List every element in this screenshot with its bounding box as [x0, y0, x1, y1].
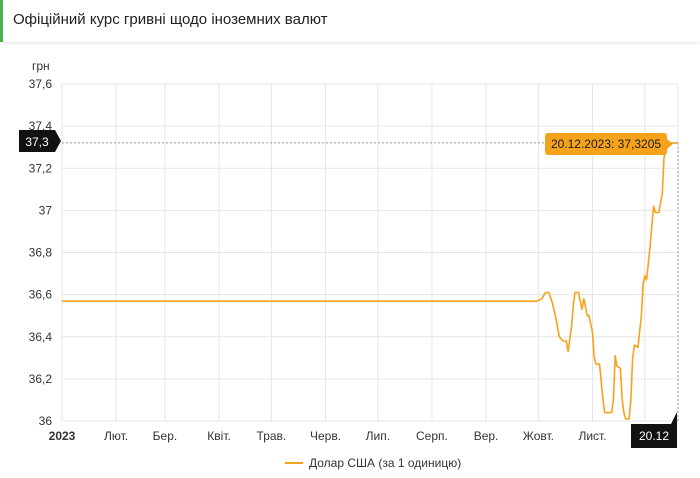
legend-label: Долар США (за 1 одиницю)	[309, 456, 462, 470]
tooltip-box	[545, 133, 667, 155]
y-axis-label: грн	[32, 59, 50, 73]
y-tick-label: 36,6	[29, 288, 53, 302]
x-tick-label: Лют.	[104, 429, 128, 443]
x-tick-label: Лист.	[578, 429, 606, 443]
y-tick-label: 36,2	[29, 372, 53, 386]
panel-header: Офіційний курс гривні щодо іноземних вал…	[0, 0, 700, 42]
x-tick-label: Квіт.	[207, 429, 231, 443]
x-tick-label: Вер.	[474, 429, 499, 443]
crosshair-x-label: 20.12	[639, 429, 669, 443]
y-tick-label: 37,6	[29, 77, 53, 91]
x-tick-label: Лип.	[366, 429, 390, 443]
y-tick-label: 37	[39, 203, 53, 217]
y-tick-label: 36,8	[29, 246, 53, 260]
chart-legend[interactable]: Долар США (за 1 одиницю)	[285, 456, 461, 470]
x-tick-label: Черв.	[310, 429, 341, 443]
legend-line-swatch	[285, 462, 303, 464]
crosshair-y-label: 37,3	[25, 135, 49, 149]
page-title: Офіційний курс гривні щодо іноземних вал…	[13, 11, 328, 28]
y-tick-label: 36	[39, 414, 53, 428]
x-tick-label: Жовт.	[523, 429, 554, 443]
crosshair-x-label-box	[631, 412, 677, 448]
crosshair-y-label-box	[19, 130, 61, 152]
y-tick-label: 37,2	[29, 161, 53, 175]
tooltip-text: 20.12.2023: 37,3205	[551, 137, 661, 151]
x-tick-label: Трав.	[257, 429, 287, 443]
x-tick-label: Бер.	[153, 429, 178, 443]
series-line-usd[interactable]	[62, 142, 679, 420]
y-tick-label: 37,4	[29, 119, 53, 133]
x-tick-label: Серп.	[416, 429, 448, 443]
y-tick-label: 36,4	[29, 330, 53, 344]
tooltip-pointer	[667, 139, 673, 149]
x-tick-label: 2023	[49, 429, 76, 443]
